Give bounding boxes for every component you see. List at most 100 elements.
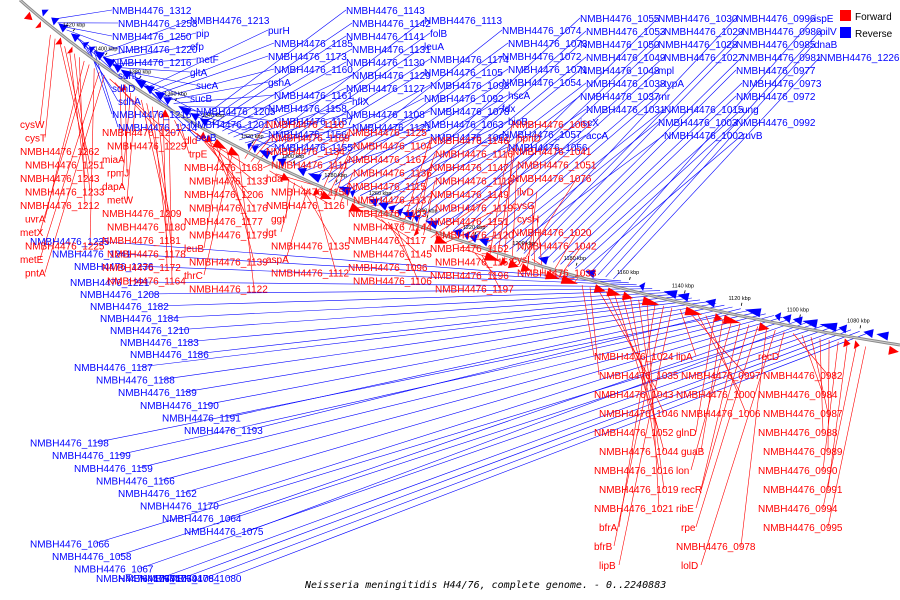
reverse-gene-label[interactable]: NMBH4476_1056: [508, 143, 588, 154]
forward-gene-label[interactable]: ilvD: [517, 188, 534, 199]
reverse-gene-label[interactable]: NMBH4476_0992: [736, 118, 816, 129]
forward-gene-label[interactable]: NMBH4476_1146: [430, 136, 509, 147]
reverse-gene-label[interactable]: metF: [196, 55, 219, 66]
reverse-gene-label[interactable]: NMBH4476_1188: [96, 376, 175, 387]
reverse-gene-label[interactable]: NMBH4476_1182: [90, 302, 169, 313]
reverse-gene-label[interactable]: NMBH4476_1049: [586, 53, 666, 64]
forward-gene-label[interactable]: NMBH4476_0984: [758, 390, 838, 401]
forward-gene-label[interactable]: thrC: [184, 271, 203, 282]
reverse-gene-label[interactable]: dnaB: [814, 40, 838, 51]
reverse-gene-label[interactable]: NMBH4476_1077: [96, 574, 176, 585]
forward-gene-label[interactable]: NMBH4476_1111: [271, 161, 349, 172]
reverse-gene-label[interactable]: NMBH4476_1003: [658, 118, 738, 129]
forward-gene-label[interactable]: NMBH4476_1169: [271, 134, 350, 145]
forward-gene-label[interactable]: rpmJ: [107, 169, 129, 180]
reverse-gene-label[interactable]: NMBH4476_1105: [424, 68, 503, 79]
reverse-gene-label[interactable]: NMBH4476_1189: [118, 388, 197, 399]
reverse-gene-label[interactable]: NMBH4476_1208: [80, 290, 160, 301]
forward-gene-label[interactable]: NMBH4476_1164: [107, 277, 186, 288]
reverse-gene-label[interactable]: NMBH4476_1037: [580, 92, 660, 103]
forward-gene-label[interactable]: lon: [676, 466, 689, 477]
forward-gene-label[interactable]: NMBH4476_1103: [348, 209, 427, 220]
reverse-gene-label[interactable]: NMBH4476_1215: [112, 110, 192, 121]
reverse-gene-label[interactable]: NMBH4476_1198: [30, 439, 109, 450]
forward-gene-label[interactable]: lolD: [681, 561, 698, 572]
reverse-gene-label[interactable]: NMBH4476_1027: [664, 53, 744, 64]
forward-gene-label[interactable]: NMBH4476_1046: [599, 409, 679, 420]
forward-gene-label[interactable]: NMBH4476_1209: [102, 209, 182, 220]
reverse-gene-label[interactable]: bioB: [508, 117, 528, 128]
forward-gene-label[interactable]: NMBH4476_1179: [189, 231, 268, 242]
reverse-gene-label[interactable]: NMBH4476_1057: [502, 130, 582, 141]
forward-gene-label[interactable]: glnD: [676, 428, 697, 439]
reverse-gene-label[interactable]: NMBH4476_1185: [274, 39, 353, 50]
reverse-gene-label[interactable]: pilV: [820, 27, 837, 38]
reverse-gene-label[interactable]: NMBH4476_1214: [118, 123, 198, 134]
forward-gene-label[interactable]: hpnD: [517, 134, 541, 145]
reverse-gene-label[interactable]: NMBH4476_1205: [196, 107, 276, 118]
reverse-gene-label[interactable]: pip: [196, 29, 210, 40]
reverse-gene-label[interactable]: NMBH4476_1142: [352, 19, 431, 30]
reverse-gene-label[interactable]: NMBH4476_0981: [742, 53, 822, 64]
forward-gene-label[interactable]: hda: [266, 174, 283, 185]
reverse-gene-label[interactable]: NMBH4476_1160: [274, 65, 353, 76]
forward-gene-label[interactable]: bfrB: [594, 542, 613, 553]
forward-gene-label[interactable]: NMBH4476_1139: [189, 258, 268, 269]
forward-gene-label[interactable]: NMBH4476_1112: [271, 269, 349, 280]
forward-gene-label[interactable]: NMBH4476_1115: [348, 182, 426, 193]
reverse-gene-label[interactable]: NMBH4476_1183: [120, 338, 199, 349]
reverse-gene-label[interactable]: NMBH4476_1121: [352, 123, 431, 134]
reverse-gene-label[interactable]: NMBH4476_1072: [502, 52, 582, 63]
reverse-gene-label[interactable]: NMBH4476_1210: [110, 326, 190, 337]
forward-gene-label[interactable]: NMBH4476_0987: [763, 409, 843, 420]
reverse-gene-label[interactable]: NMBH4476_1108: [346, 110, 425, 121]
forward-gene-label[interactable]: metX: [20, 228, 44, 239]
forward-gene-label[interactable]: NMBH4476_1243: [20, 174, 100, 185]
forward-gene-label[interactable]: NMBH4476_0995: [763, 523, 843, 534]
reverse-gene-label[interactable]: NMBH4476_0972: [736, 92, 816, 103]
forward-gene-label[interactable]: NMBH4476_1147: [430, 163, 509, 174]
forward-gene-label[interactable]: NMBH4476_1118: [435, 177, 513, 188]
forward-gene-label[interactable]: NMBH4476_1019: [599, 485, 679, 496]
reverse-gene-label[interactable]: NMBH4476_1015: [664, 105, 744, 116]
reverse-gene-label[interactable]: NMBH4476_1158: [268, 104, 347, 115]
forward-gene-label[interactable]: NMBH4476_1176: [189, 204, 268, 215]
forward-gene-label[interactable]: NMBH4476_1021: [594, 504, 674, 515]
reverse-gene-label[interactable]: leuA: [424, 42, 444, 53]
forward-gene-label[interactable]: trpE: [189, 150, 208, 161]
forward-gene-label[interactable]: NMBH4476_1180: [107, 223, 186, 234]
forward-gene-label[interactable]: NMBH4476_1106: [353, 277, 432, 288]
forward-gene-label[interactable]: NMBH4476_1044: [599, 447, 679, 458]
reverse-gene-label[interactable]: fdx: [502, 104, 515, 115]
reverse-gene-label[interactable]: NMBH4476_1155: [274, 143, 353, 154]
reverse-gene-label[interactable]: efp: [190, 42, 204, 53]
reverse-gene-label[interactable]: ruvB: [742, 131, 763, 142]
forward-gene-label[interactable]: NMBH4476_1233: [25, 188, 105, 199]
forward-gene-label[interactable]: NMBH4476_1172: [102, 263, 181, 274]
forward-gene-label[interactable]: NMBH4476_1181: [102, 236, 181, 247]
reverse-gene-label[interactable]: NMBH4476_1201: [190, 120, 270, 131]
forward-gene-label[interactable]: cysW: [20, 120, 45, 131]
forward-gene-label[interactable]: NMBH4476_1197: [435, 285, 514, 296]
reverse-gene-label[interactable]: NMBH4476_1193: [184, 426, 263, 437]
forward-gene-label[interactable]: NMBH4476_0988: [758, 428, 838, 439]
forward-gene-label[interactable]: NMBH4476_1061: [512, 120, 592, 131]
reverse-gene-label[interactable]: NMBH4476_1050: [580, 40, 660, 51]
reverse-gene-label[interactable]: NMBH4476_0973: [742, 79, 822, 90]
forward-gene-label[interactable]: NMBH4476_1134: [266, 147, 345, 158]
forward-gene-label[interactable]: lipB: [599, 561, 616, 572]
forward-gene-label[interactable]: NMBH4476_1043: [594, 390, 674, 401]
reverse-gene-label[interactable]: NMBH4476_1235: [30, 237, 110, 248]
forward-gene-label[interactable]: lipA: [676, 352, 693, 363]
forward-gene-label[interactable]: leuB: [184, 244, 204, 255]
forward-gene-label[interactable]: NMBH4476_1122: [189, 285, 268, 296]
reverse-gene-label[interactable]: NMBH4476_1143: [346, 6, 425, 17]
reverse-gene-label[interactable]: NMBH4476_1038: [586, 79, 666, 90]
forward-gene-label[interactable]: NMBH4476_1144: [353, 223, 432, 234]
reverse-gene-label[interactable]: NMBH4476_1226: [820, 53, 900, 64]
reverse-gene-label[interactable]: NMBH4476_1129: [352, 71, 431, 82]
reverse-gene-label[interactable]: NMBH4476_1216: [112, 58, 192, 69]
forward-gene-label[interactable]: NMBH4476_1212: [20, 201, 100, 212]
reverse-gene-label[interactable]: NMBH4476_1075: [184, 527, 264, 538]
reverse-gene-label[interactable]: sucA: [196, 81, 219, 92]
